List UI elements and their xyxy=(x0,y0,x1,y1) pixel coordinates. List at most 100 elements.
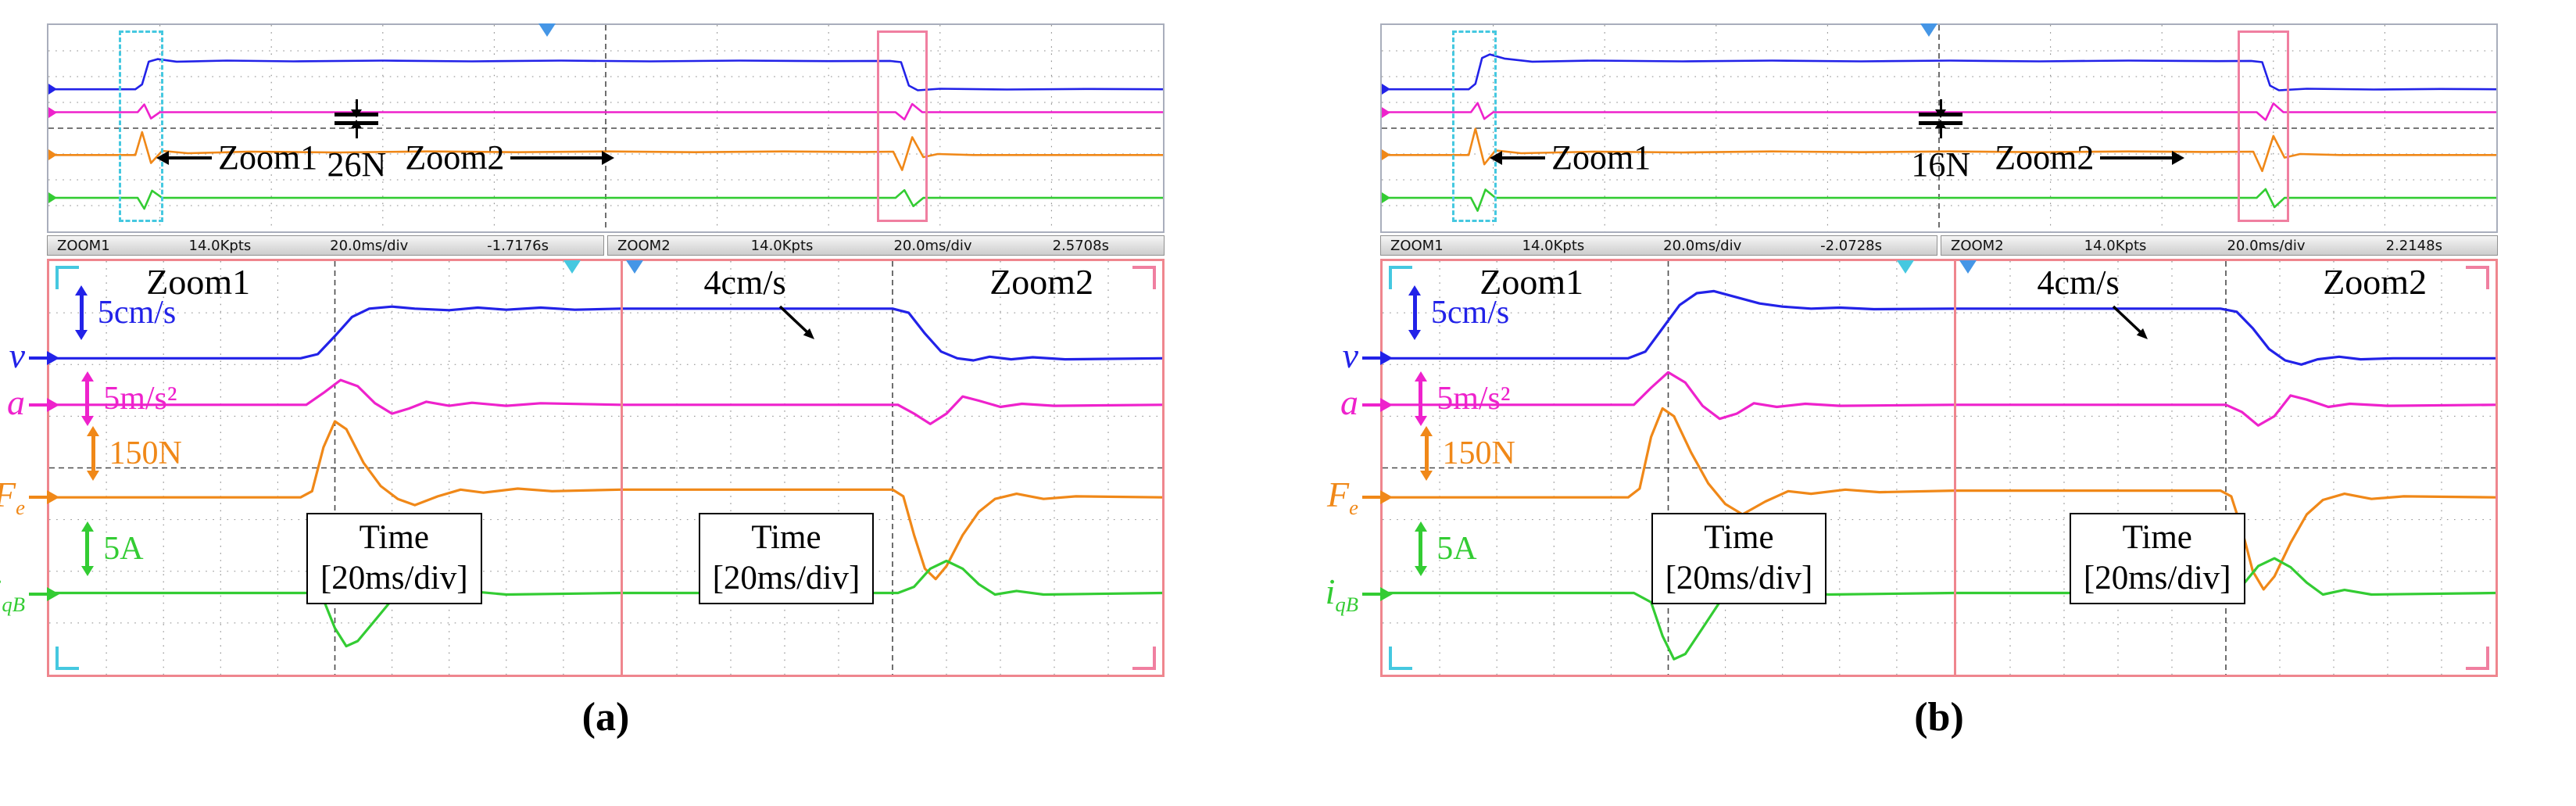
zoom2-status-timebase: 20.0ms/div xyxy=(893,237,972,254)
zoom2-waveform-a xyxy=(623,261,1162,675)
time-label: Time xyxy=(751,519,821,556)
double-arrow-icon xyxy=(1420,426,1433,481)
scale-a: 5m/s² xyxy=(1414,371,1510,426)
corner-bracket-icon xyxy=(55,266,79,289)
a-baseline-marker-icon xyxy=(48,107,57,118)
double-arrow-icon xyxy=(1414,521,1427,576)
scale-iqb: 5A xyxy=(80,521,144,576)
time-div-label: [20ms/div] xyxy=(2083,560,2231,597)
trigger-marker-icon xyxy=(563,260,581,274)
scale-a: 5m/s² xyxy=(80,371,177,426)
signal-label-v: v xyxy=(1343,338,1383,379)
arrow-right-icon xyxy=(29,593,49,596)
trigger-marker-icon xyxy=(1896,260,1914,274)
trace-v xyxy=(49,305,621,360)
zoom2-pointer-annotation: Zoom2 xyxy=(1995,138,2175,177)
double-arrow-icon xyxy=(80,521,94,576)
signal-label-iqb: iqB xyxy=(1326,574,1383,615)
scale-v: 5cm/s xyxy=(1408,285,1509,340)
time-scale-box: Time [20ms/div] xyxy=(2069,513,2245,604)
signal-label-a: a xyxy=(7,385,49,426)
zoom2-pointer-label: Zoom2 xyxy=(405,138,505,177)
force-offset-measurement: 26N xyxy=(327,99,386,184)
arrow-right-icon xyxy=(1362,593,1383,596)
trace-Fe xyxy=(49,420,621,507)
time-div-label: [20ms/div] xyxy=(1665,560,1813,597)
trace-a xyxy=(1383,371,1954,421)
speed-label: 4cm/s xyxy=(703,263,786,302)
fe-baseline-marker-icon xyxy=(1382,149,1390,160)
v-baseline-marker-icon xyxy=(48,84,57,95)
zoom2-region-box xyxy=(2238,30,2289,223)
double-arrow-icon xyxy=(80,371,94,426)
caption-a: (a) xyxy=(581,695,630,740)
double-arrow-icon xyxy=(1408,285,1422,340)
zoom2-status-timebase: 20.0ms/div xyxy=(2227,237,2306,254)
zoom2-status-offset: 2.2148s xyxy=(2385,237,2442,254)
zoom2-pointer-label: Zoom2 xyxy=(1995,138,2095,177)
trace-a xyxy=(48,102,1163,121)
speed-label: 4cm/s xyxy=(2037,263,2120,302)
signal-label-a: a xyxy=(1340,385,1383,426)
panel-b: Zoom1 16N Zoom2 ZOOM1 14.0Kpts 20.0ms/di… xyxy=(1326,23,2498,740)
time-div-label: [20ms/div] xyxy=(320,560,468,597)
zoom-detail-row-a: v a Fe iqB Zoom1 5cm/s 5m/s² xyxy=(0,259,1165,677)
zoom2-status-offset: 2.5708s xyxy=(1052,237,1109,254)
arrow-right-icon xyxy=(1362,403,1383,407)
arrow-right-icon xyxy=(2100,156,2175,159)
scale-fe: 150N xyxy=(1420,426,1515,481)
force-offset-label: 16N xyxy=(1911,145,1971,184)
trace-v xyxy=(48,58,1163,91)
arrow-right-icon xyxy=(1362,496,1383,500)
zoom2-status-name: ZOOM2 xyxy=(617,237,671,254)
trace-a xyxy=(1956,394,2496,427)
scale-iqb: 5A xyxy=(1414,521,1477,576)
zoom1-status-timebase: 20.0ms/div xyxy=(1663,237,1742,254)
zoom1-status-timebase: 20.0ms/div xyxy=(330,237,409,254)
corner-bracket-icon xyxy=(1389,647,1412,670)
signal-label-fe: Fe xyxy=(0,477,49,518)
zoom1-pointer-annotation: Zoom1 xyxy=(166,140,317,175)
arrow-down-icon xyxy=(1934,99,1946,119)
trigger-marker-icon xyxy=(538,23,556,37)
panel-a: Zoom1 26N Zoom2 ZOOM1 14.0Kpts 20.0ms/di… xyxy=(0,23,1165,740)
status-bar-a: ZOOM1 14.0Kpts 20.0ms/div -1.7176s ZOOM2… xyxy=(47,235,1165,256)
zoom1-title: Zoom1 xyxy=(146,262,251,302)
arrow-up-icon xyxy=(1934,120,1946,139)
zoom1-waveform-a xyxy=(49,261,621,675)
double-arrow-icon xyxy=(1414,371,1427,426)
iqb-baseline-marker-icon xyxy=(1382,192,1390,203)
overview-waveform-a xyxy=(48,25,1163,231)
time-label: Time xyxy=(359,519,429,556)
zoom1-region-box xyxy=(118,30,163,223)
trace-iqB xyxy=(623,559,1162,596)
corner-bracket-icon xyxy=(2466,266,2489,289)
zoom1-status-offset: -1.7176s xyxy=(487,237,549,254)
trace-iqB xyxy=(1382,188,2496,212)
zoom1-status-points: 14.0Kpts xyxy=(1522,237,1585,254)
arrow-right-icon xyxy=(29,496,49,500)
corner-bracket-icon xyxy=(1132,647,1156,670)
corner-bracket-icon xyxy=(2466,647,2489,670)
diagonal-arrow-icon xyxy=(778,305,815,339)
zoom1-region-box xyxy=(1451,30,1497,223)
overview-scope-b: Zoom1 16N Zoom2 xyxy=(1380,23,2498,233)
zoom2-status-points: 14.0Kpts xyxy=(750,237,814,254)
zoom2-panel: Zoom2 4cm/s Time [20ms/div] xyxy=(623,260,1162,675)
time-label: Time xyxy=(2122,519,2192,556)
double-arrow-icon xyxy=(75,285,88,340)
oscillogram-figure: Zoom1 26N Zoom2 ZOOM1 14.0Kpts 20.0ms/di… xyxy=(0,0,2576,740)
trace-v xyxy=(623,307,1162,362)
status-bar-b: ZOOM1 14.0Kpts 20.0ms/div -2.0728s ZOOM2… xyxy=(1380,235,2498,256)
zoom1-pointer-annotation: Zoom1 xyxy=(1500,140,1651,175)
zoom2-status: ZOOM2 14.0Kpts 20.0ms/div 2.5708s xyxy=(607,235,1165,256)
zoom1-panel: Zoom1 5cm/s 5m/s² 150N 5A Time [20ms/div… xyxy=(49,260,623,675)
corner-bracket-icon xyxy=(1132,266,1156,289)
speed-annotation: 4cm/s xyxy=(703,263,786,302)
arrow-down-icon xyxy=(350,99,362,119)
zoom1-status-name: ZOOM1 xyxy=(57,237,110,254)
double-arrow-icon xyxy=(87,426,99,481)
zoom1-status: ZOOM1 14.0Kpts 20.0ms/div -1.7176s xyxy=(47,235,604,256)
time-scale-box: Time [20ms/div] xyxy=(306,513,482,604)
scale-fe: 150N xyxy=(87,426,182,481)
